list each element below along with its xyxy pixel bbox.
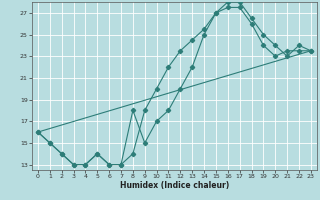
X-axis label: Humidex (Indice chaleur): Humidex (Indice chaleur) [120,181,229,190]
